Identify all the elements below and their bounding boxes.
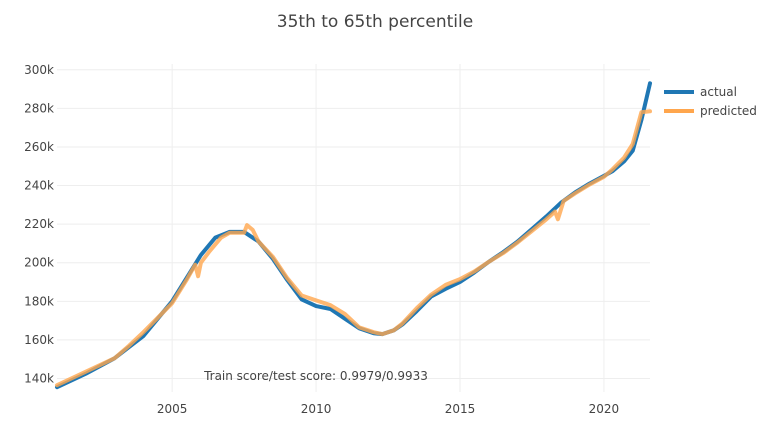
y-tick-label: 240k [24,179,54,193]
x-tick-label: 2010 [301,402,332,416]
x-tick-label: 2005 [157,402,188,416]
x-tick-label: 2020 [589,402,620,416]
legend-item-actual[interactable]: actual [664,85,737,99]
legend[interactable]: actual predicted [664,85,757,118]
score-annotation: Train score/test score: 0.9979/0.9933 [203,369,428,383]
grid-layer [57,64,650,392]
legend-item-predicted[interactable]: predicted [664,104,757,118]
legend-label: actual [700,85,737,99]
series-line-predicted [55,109,652,388]
y-tick-label: 220k [24,217,54,231]
y-tick-label: 140k [24,371,54,385]
y-tick-label: 200k [24,256,54,270]
series-line-actual [55,81,652,390]
y-tick-label: 180k [24,294,54,308]
y-tick-label: 160k [24,333,54,347]
y-tick-label: 300k [24,63,54,77]
y-tick-label: 260k [24,140,54,154]
series-layer [55,81,652,390]
x-tick-label: 2015 [445,402,476,416]
legend-label: predicted [700,104,757,118]
axis-layer: 140k 160k 180k 200k 220k 240k 260k 280k 300k 2005… [24,63,619,416]
chart-title: 35th to 65th percentile [277,12,473,32]
y-tick-label: 280k [24,101,54,115]
